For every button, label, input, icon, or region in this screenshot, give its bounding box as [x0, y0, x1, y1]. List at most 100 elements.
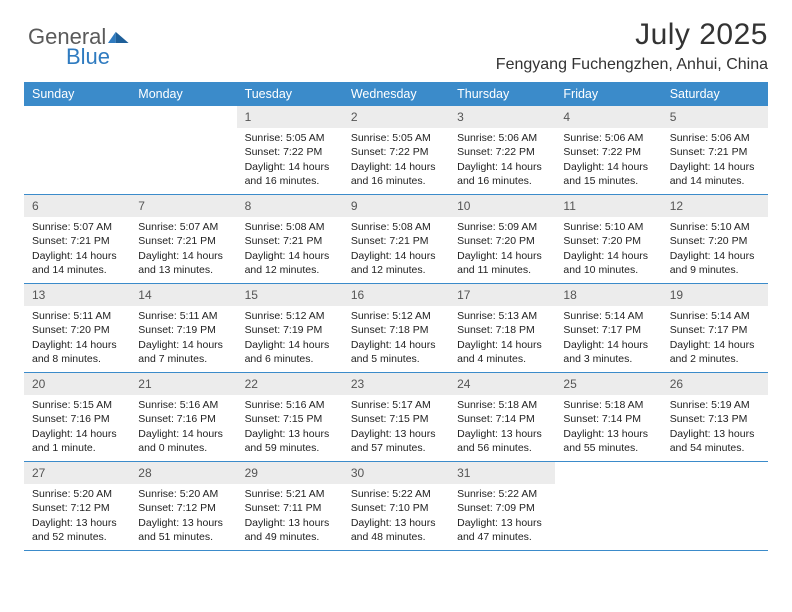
sunset-text: Sunset: 7:17 PM: [563, 323, 653, 337]
day-number: 28: [130, 462, 236, 484]
daylight-text: and 15 minutes.: [563, 174, 653, 188]
sunrise-text: Sunrise: 5:22 AM: [457, 487, 547, 501]
daylight-text: Daylight: 13 hours: [32, 516, 122, 530]
daylight-text: Daylight: 14 hours: [138, 249, 228, 263]
sunrise-text: Sunrise: 5:05 AM: [245, 131, 335, 145]
day-details: Sunrise: 5:22 AMSunset: 7:09 PMDaylight:…: [449, 484, 555, 548]
day-number: 30: [343, 462, 449, 484]
daylight-text: and 6 minutes.: [245, 352, 335, 366]
day-details: Sunrise: 5:11 AMSunset: 7:19 PMDaylight:…: [130, 306, 236, 370]
day-details: Sunrise: 5:06 AMSunset: 7:21 PMDaylight:…: [662, 128, 768, 192]
daylight-text: and 57 minutes.: [351, 441, 441, 455]
calendar-day-cell: 25Sunrise: 5:18 AMSunset: 7:14 PMDayligh…: [555, 373, 661, 461]
daylight-text: and 49 minutes.: [245, 530, 335, 544]
calendar-day-cell: [555, 462, 661, 550]
day-number: 5: [662, 106, 768, 128]
sunset-text: Sunset: 7:20 PM: [32, 323, 122, 337]
sunset-text: Sunset: 7:21 PM: [32, 234, 122, 248]
calendar-day-cell: 13Sunrise: 5:11 AMSunset: 7:20 PMDayligh…: [24, 284, 130, 372]
day-number: 13: [24, 284, 130, 306]
daylight-text: Daylight: 14 hours: [245, 338, 335, 352]
calendar-day-cell: 5Sunrise: 5:06 AMSunset: 7:21 PMDaylight…: [662, 106, 768, 194]
day-number: 29: [237, 462, 343, 484]
daylight-text: Daylight: 14 hours: [457, 160, 547, 174]
day-number: 6: [24, 195, 130, 217]
daylight-text: and 8 minutes.: [32, 352, 122, 366]
daylight-text: and 14 minutes.: [32, 263, 122, 277]
weekday-label: Wednesday: [343, 82, 449, 106]
day-details: Sunrise: 5:06 AMSunset: 7:22 PMDaylight:…: [555, 128, 661, 192]
day-details: Sunrise: 5:22 AMSunset: 7:10 PMDaylight:…: [343, 484, 449, 548]
day-number: 16: [343, 284, 449, 306]
daylight-text: and 5 minutes.: [351, 352, 441, 366]
calendar-day-cell: 10Sunrise: 5:09 AMSunset: 7:20 PMDayligh…: [449, 195, 555, 283]
calendar-day-cell: 15Sunrise: 5:12 AMSunset: 7:19 PMDayligh…: [237, 284, 343, 372]
daylight-text: Daylight: 13 hours: [457, 516, 547, 530]
sunrise-text: Sunrise: 5:11 AM: [138, 309, 228, 323]
location-subtitle: Fengyang Fuchengzhen, Anhui, China: [496, 56, 768, 74]
daylight-text: and 1 minute.: [32, 441, 122, 455]
day-number: 27: [24, 462, 130, 484]
daylight-text: and 3 minutes.: [563, 352, 653, 366]
daylight-text: Daylight: 14 hours: [138, 338, 228, 352]
sunset-text: Sunset: 7:15 PM: [245, 412, 335, 426]
day-number: 1: [237, 106, 343, 128]
sunset-text: Sunset: 7:19 PM: [138, 323, 228, 337]
day-details: Sunrise: 5:06 AMSunset: 7:22 PMDaylight:…: [449, 128, 555, 192]
sunrise-text: Sunrise: 5:22 AM: [351, 487, 441, 501]
daylight-text: Daylight: 14 hours: [245, 249, 335, 263]
sunrise-text: Sunrise: 5:16 AM: [138, 398, 228, 412]
day-number: 14: [130, 284, 236, 306]
daylight-text: and 52 minutes.: [32, 530, 122, 544]
sunset-text: Sunset: 7:12 PM: [32, 501, 122, 515]
sunrise-text: Sunrise: 5:16 AM: [245, 398, 335, 412]
daylight-text: Daylight: 14 hours: [32, 249, 122, 263]
sunset-text: Sunset: 7:22 PM: [563, 145, 653, 159]
calendar-day-cell: 2Sunrise: 5:05 AMSunset: 7:22 PMDaylight…: [343, 106, 449, 194]
daylight-text: Daylight: 14 hours: [351, 249, 441, 263]
daylight-text: and 56 minutes.: [457, 441, 547, 455]
sunrise-text: Sunrise: 5:09 AM: [457, 220, 547, 234]
daylight-text: and 48 minutes.: [351, 530, 441, 544]
sunrise-text: Sunrise: 5:13 AM: [457, 309, 547, 323]
sunset-text: Sunset: 7:21 PM: [245, 234, 335, 248]
daylight-text: Daylight: 14 hours: [32, 338, 122, 352]
sunrise-text: Sunrise: 5:06 AM: [457, 131, 547, 145]
day-number: 4: [555, 106, 661, 128]
sunset-text: Sunset: 7:22 PM: [457, 145, 547, 159]
calendar-week-row: 13Sunrise: 5:11 AMSunset: 7:20 PMDayligh…: [24, 284, 768, 373]
daylight-text: Daylight: 14 hours: [563, 160, 653, 174]
calendar-day-cell: 30Sunrise: 5:22 AMSunset: 7:10 PMDayligh…: [343, 462, 449, 550]
sunrise-text: Sunrise: 5:20 AM: [138, 487, 228, 501]
daylight-text: and 0 minutes.: [138, 441, 228, 455]
calendar-day-cell: 31Sunrise: 5:22 AMSunset: 7:09 PMDayligh…: [449, 462, 555, 550]
daylight-text: Daylight: 14 hours: [351, 338, 441, 352]
daylight-text: and 11 minutes.: [457, 263, 547, 277]
calendar-day-cell: [24, 106, 130, 194]
day-number: 2: [343, 106, 449, 128]
weekday-label: Friday: [555, 82, 661, 106]
daylight-text: and 59 minutes.: [245, 441, 335, 455]
day-number: 8: [237, 195, 343, 217]
day-details: Sunrise: 5:07 AMSunset: 7:21 PMDaylight:…: [24, 217, 130, 281]
sunrise-text: Sunrise: 5:10 AM: [670, 220, 760, 234]
sunrise-text: Sunrise: 5:08 AM: [245, 220, 335, 234]
day-details: Sunrise: 5:19 AMSunset: 7:13 PMDaylight:…: [662, 395, 768, 459]
daylight-text: and 4 minutes.: [457, 352, 547, 366]
sunset-text: Sunset: 7:21 PM: [351, 234, 441, 248]
day-details: Sunrise: 5:10 AMSunset: 7:20 PMDaylight:…: [662, 217, 768, 281]
weekday-header-row: Sunday Monday Tuesday Wednesday Thursday…: [24, 82, 768, 106]
day-number: 31: [449, 462, 555, 484]
day-number: 24: [449, 373, 555, 395]
day-details: Sunrise: 5:14 AMSunset: 7:17 PMDaylight:…: [662, 306, 768, 370]
sunrise-text: Sunrise: 5:14 AM: [563, 309, 653, 323]
brand-logo: GeneralBlue: [24, 18, 132, 70]
day-number: 19: [662, 284, 768, 306]
sunset-text: Sunset: 7:21 PM: [138, 234, 228, 248]
sunrise-text: Sunrise: 5:21 AM: [245, 487, 335, 501]
daylight-text: and 54 minutes.: [670, 441, 760, 455]
day-details: Sunrise: 5:17 AMSunset: 7:15 PMDaylight:…: [343, 395, 449, 459]
calendar-day-cell: 24Sunrise: 5:18 AMSunset: 7:14 PMDayligh…: [449, 373, 555, 461]
sunrise-text: Sunrise: 5:08 AM: [351, 220, 441, 234]
calendar-day-cell: 12Sunrise: 5:10 AMSunset: 7:20 PMDayligh…: [662, 195, 768, 283]
